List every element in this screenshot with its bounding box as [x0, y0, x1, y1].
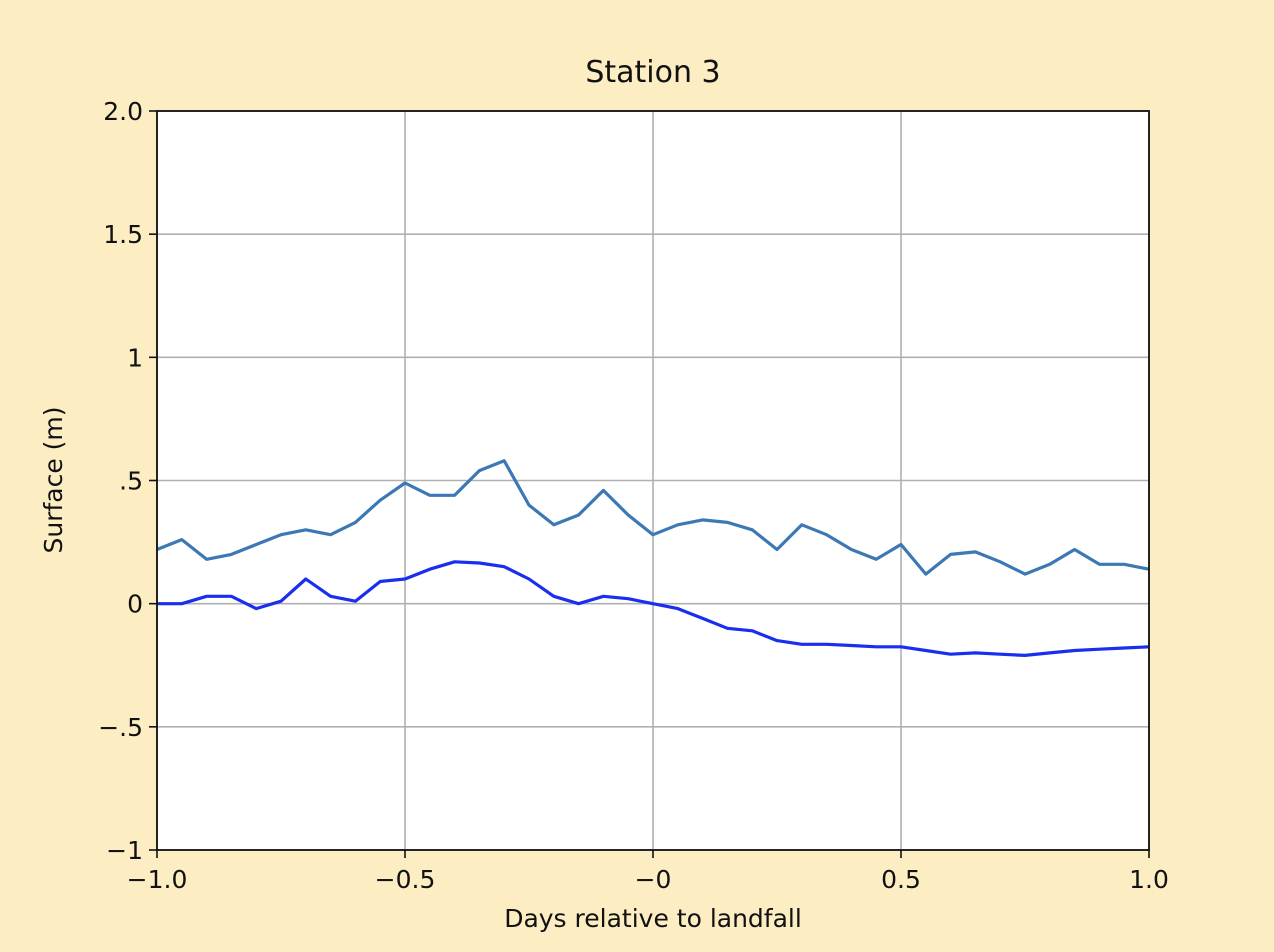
- y-tick-label: 2.0: [103, 97, 143, 126]
- y-tick-label: 1: [127, 343, 143, 372]
- x-axis-label: Days relative to landfall: [504, 904, 802, 933]
- x-tick-label: 1.0: [1129, 865, 1169, 894]
- chart-title: Station 3: [585, 55, 720, 90]
- x-tick-label: −0.5: [375, 865, 436, 894]
- y-tick-label: −.5: [98, 713, 143, 742]
- x-tick-label: 0.5: [881, 865, 921, 894]
- y-tick-label: .5: [119, 467, 143, 496]
- data-line: [156, 459, 1150, 576]
- y-axis-label: Surface (m): [39, 406, 68, 553]
- x-tick-label: −1.0: [127, 865, 188, 894]
- y-tick-label: 1.5: [103, 220, 143, 249]
- x-tick-label: −0: [635, 865, 672, 894]
- y-tick-label: 0: [127, 590, 143, 619]
- data-line: [157, 560, 1150, 657]
- y-tick-label: −1: [106, 836, 143, 865]
